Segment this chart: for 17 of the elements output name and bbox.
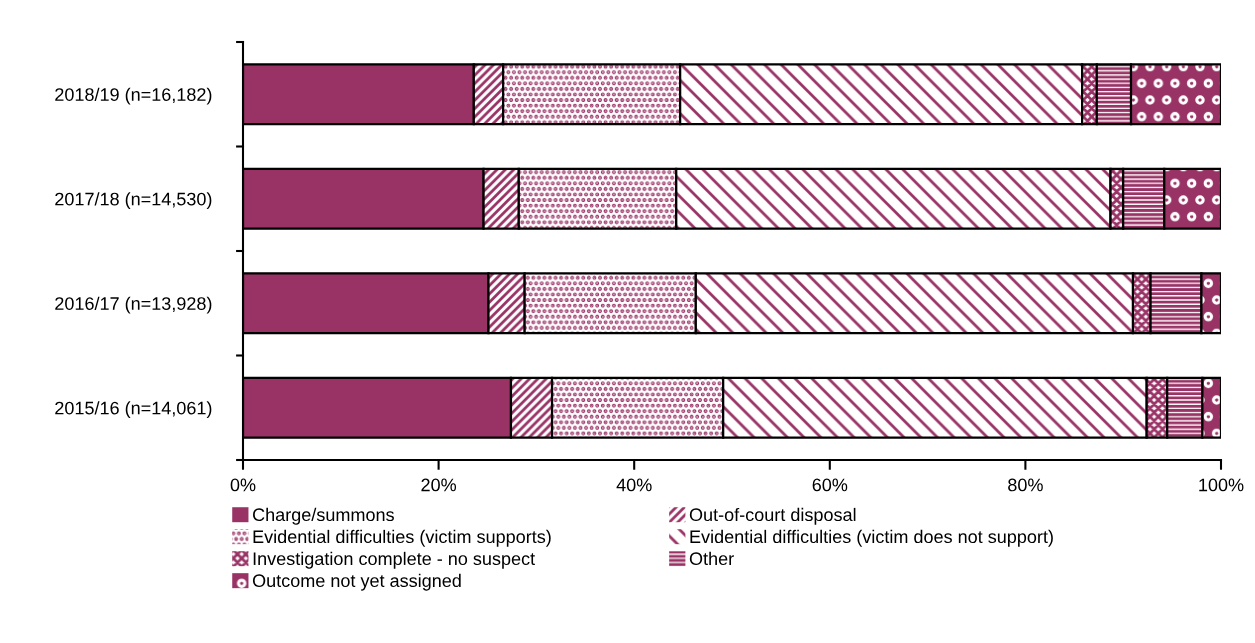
- legend-label: Out-of-court disposal: [689, 507, 856, 525]
- legend-label: Investigation complete - no suspect: [253, 551, 535, 569]
- y-tick-label: 2015/16 (n=14,061): [55, 401, 212, 419]
- y-tick-label: 2016/17 (n=13,928): [55, 296, 212, 314]
- x-tick-label: 60%: [812, 478, 848, 492]
- legend-label: Outcome not yet assigned: [252, 573, 461, 591]
- y-tick-label: 2018/19 (n=16,182): [55, 87, 212, 105]
- x-tick-label: 40%: [616, 478, 652, 492]
- legend-label: Evidential difficulties (victim does not support): [690, 529, 1053, 547]
- legend-label: Other: [689, 551, 734, 566]
- legend-label: Evidential difficulties (victim supports): [253, 529, 551, 547]
- x-tick-label: 20%: [421, 478, 457, 492]
- x-tick-label: 0%: [230, 478, 256, 492]
- x-tick-label: 100%: [1199, 478, 1244, 492]
- y-tick-label: 2017/18 (n=14,530): [55, 192, 212, 210]
- x-tick-label: 80%: [1008, 478, 1043, 492]
- legend-label: Charge/summons: [253, 507, 394, 525]
